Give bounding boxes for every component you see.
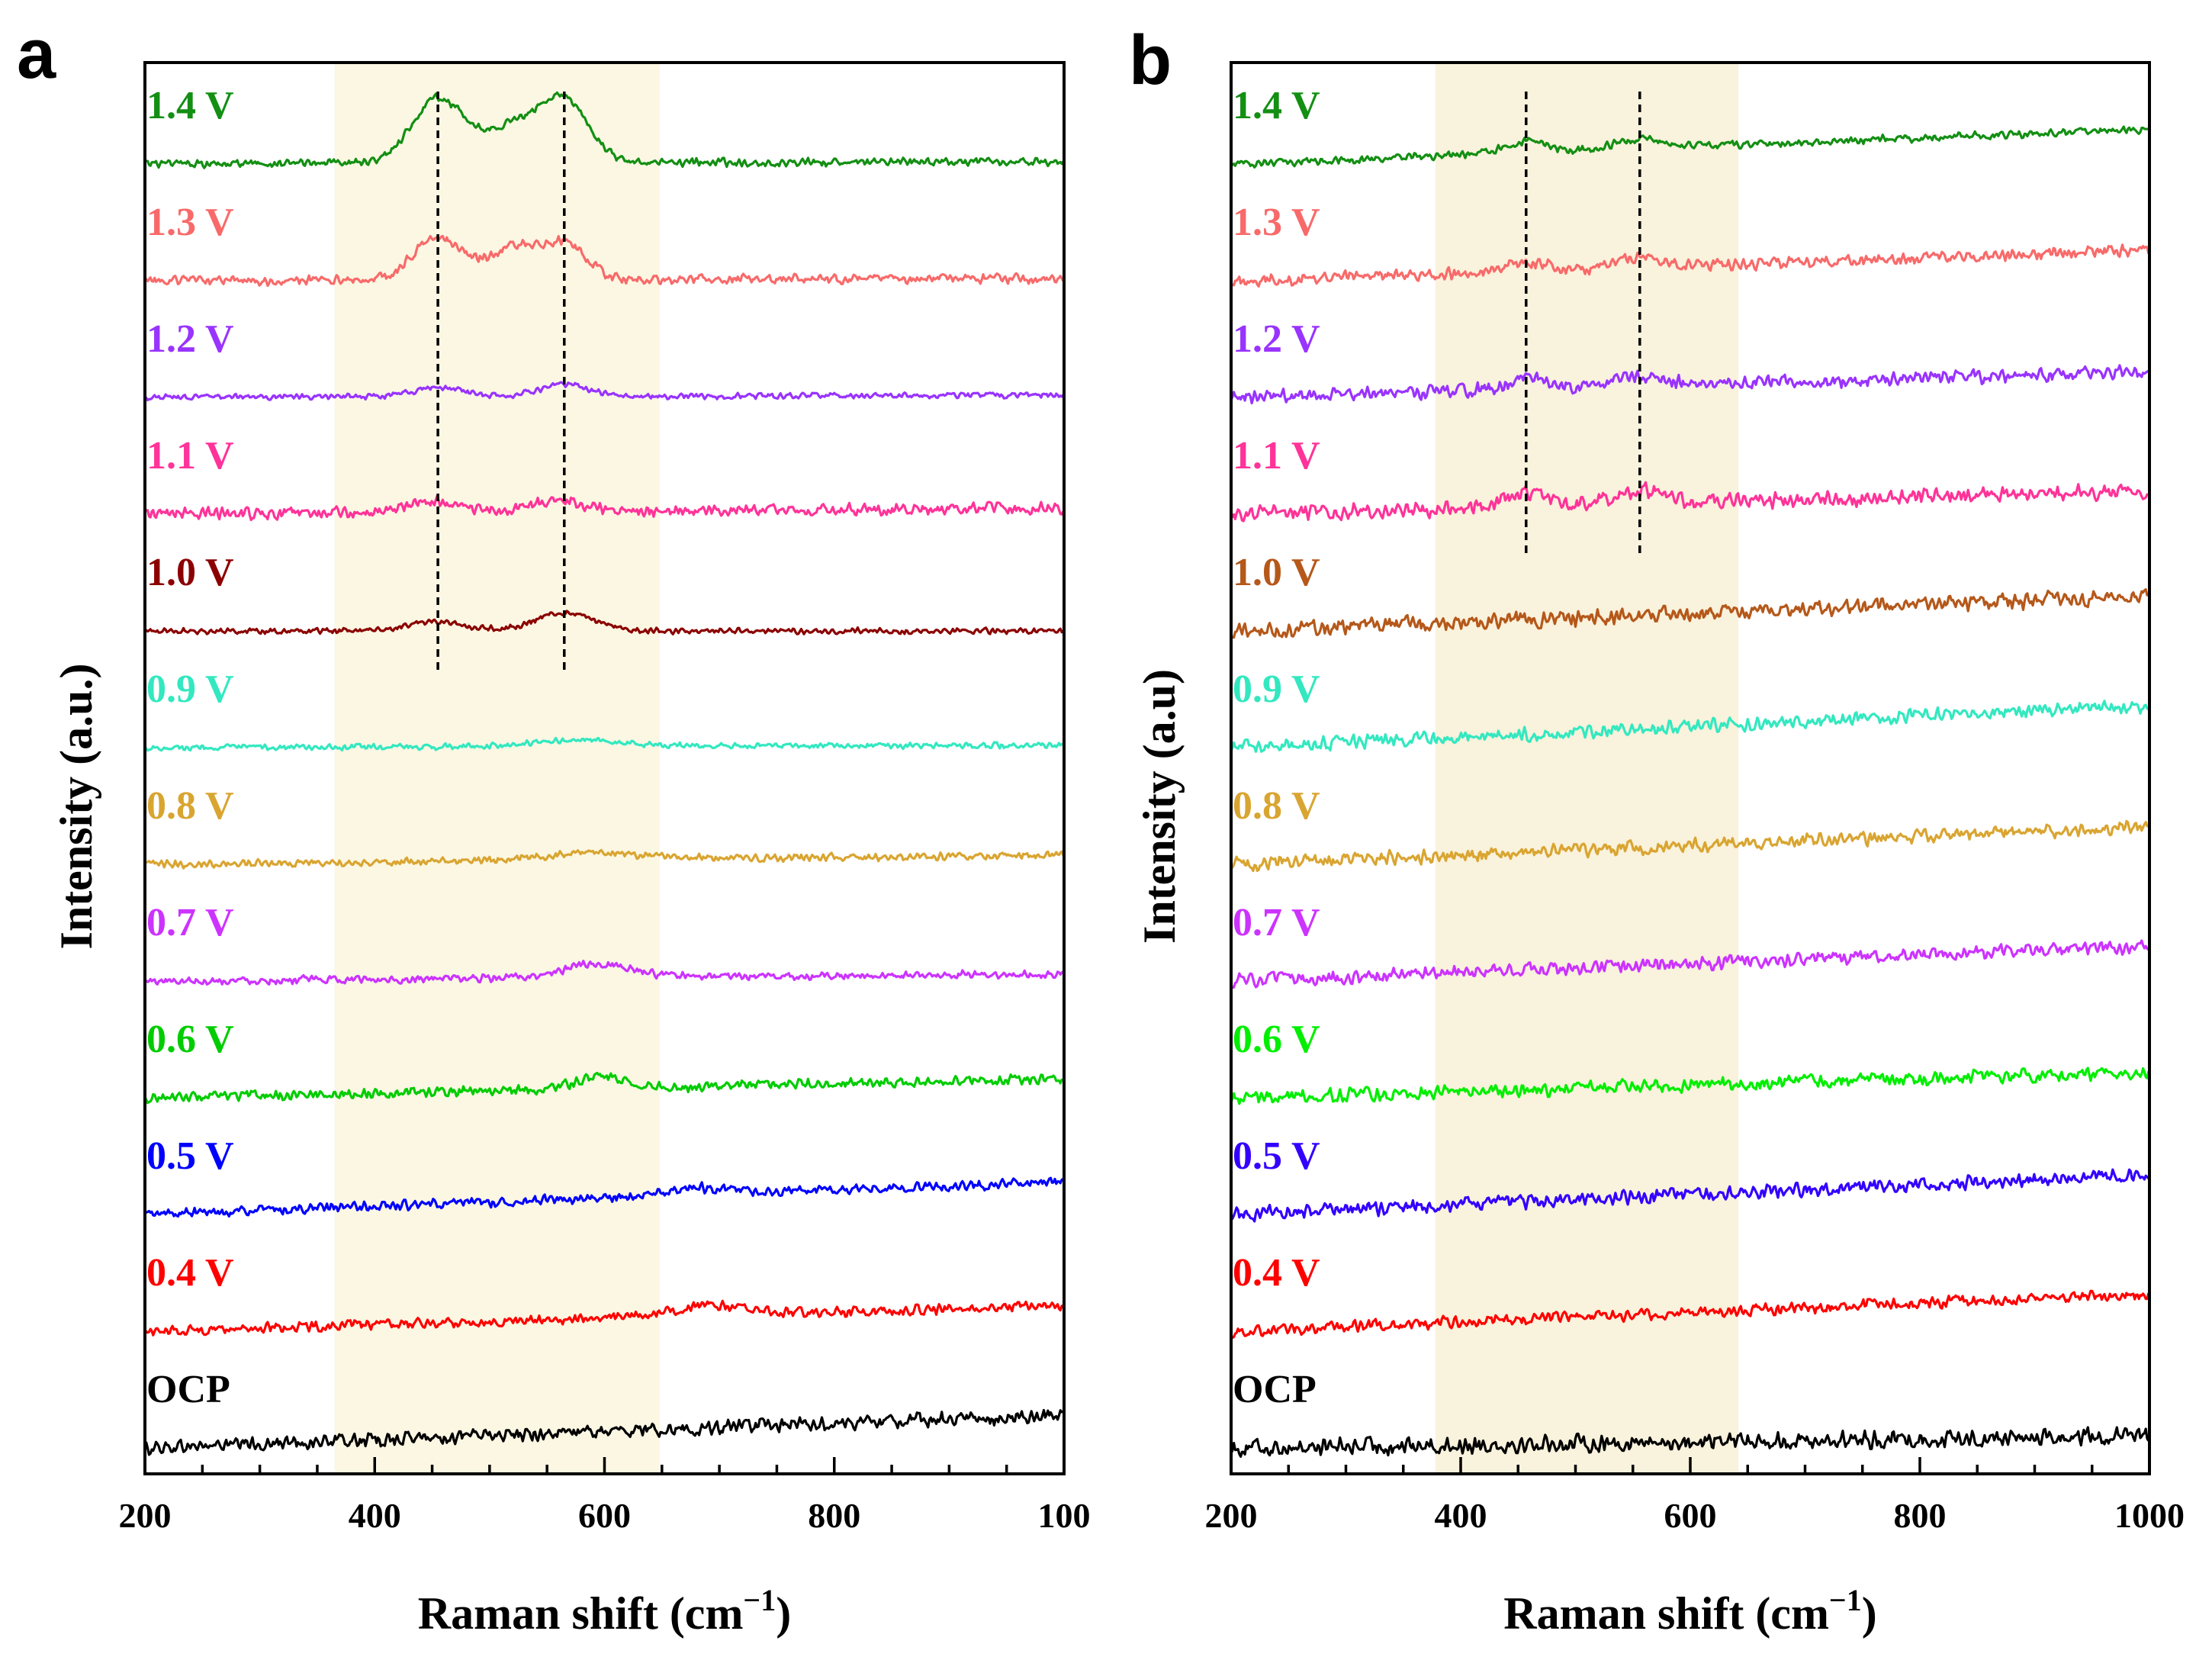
x-tick-label: 200 — [119, 1496, 172, 1535]
x-tick-label: 400 — [349, 1496, 401, 1535]
panel-letter: a — [17, 15, 56, 93]
x-axis-title-close: ) — [776, 1588, 791, 1639]
series-label: 1.0 V — [1233, 551, 1320, 594]
series-line-0.7-v — [1230, 939, 2149, 989]
series-line-0.7-v — [144, 960, 1064, 986]
x-tick-label: 600 — [1664, 1496, 1717, 1535]
series-line-0.5-v — [1230, 1168, 2149, 1223]
series-label: 1.4 V — [1233, 84, 1320, 127]
series-label: 0.5 V — [1233, 1134, 1320, 1178]
series-line-ocp — [143, 1408, 1064, 1456]
series-line-1.2-v — [1230, 364, 2149, 405]
x-axis-title-main: Raman shift (cm — [418, 1588, 744, 1639]
series-label: 1.0 V — [146, 551, 234, 594]
x-tick-label: 100 — [1038, 1496, 1091, 1535]
series-line-1.4-v — [143, 91, 1065, 169]
series-line-0.4-v — [143, 1299, 1063, 1337]
series-line-1.1-v — [1230, 481, 2149, 523]
series-label: 1.1 V — [1233, 434, 1320, 478]
series-label: 0.4 V — [1233, 1251, 1320, 1295]
series-line-1.2-v — [143, 381, 1065, 402]
series-label: 0.8 V — [146, 784, 234, 828]
x-axis-title-superscript: −1 — [743, 1583, 776, 1617]
series-line-0.4-v — [1230, 1289, 2150, 1340]
series-line-1.0-v — [144, 610, 1065, 635]
y-axis-title: Intensity (a.u) — [1134, 669, 1185, 944]
x-axis-title-close: ) — [1862, 1588, 1877, 1639]
x-tick-label: 600 — [578, 1496, 631, 1535]
x-axis-title: Raman shift (cm−1) — [1503, 1583, 1876, 1639]
series-label: 1.2 V — [1233, 317, 1320, 361]
highlight-band — [334, 63, 660, 1474]
series-label: 0.8 V — [1233, 784, 1320, 828]
x-tick-label: 400 — [1435, 1496, 1487, 1535]
panel-a: OCP 0.4 V 0.5 V 0.6 V 0.7 V 0.8 V 0.9 V 1.0 V 1.… — [17, 15, 1091, 1639]
x-tick-label: 800 — [1894, 1496, 1947, 1535]
series-line-0.5-v — [143, 1176, 1064, 1218]
series-line-1.3-v — [1230, 243, 2150, 288]
series-label: 0.4 V — [146, 1251, 234, 1295]
series-label: 0.9 V — [146, 668, 234, 711]
x-axis-title: Raman shift (cm−1) — [418, 1583, 791, 1639]
x-tick-label: 800 — [808, 1496, 860, 1535]
series-line-0.6-v — [1230, 1066, 2150, 1105]
series-label: 1.3 V — [146, 201, 234, 244]
series-line-ocp — [1230, 1426, 2150, 1458]
series-label: 0.6 V — [1233, 1018, 1320, 1061]
series-label: 0.5 V — [146, 1134, 234, 1178]
series-label: OCP — [146, 1368, 230, 1411]
series-label: 0.9 V — [1233, 668, 1320, 711]
series-label: 0.7 V — [1233, 901, 1320, 944]
series-line-1.4-v — [1230, 125, 2149, 169]
y-axis-title: Intensity (a.u.) — [51, 663, 101, 949]
series-label: OCP — [1233, 1368, 1317, 1411]
series-label: 1.3 V — [1233, 201, 1320, 244]
series-line-0.8-v — [143, 848, 1065, 870]
series-line-0.9-v — [1230, 700, 2149, 753]
x-tick-label: 200 — [1205, 1496, 1258, 1535]
series-label: 0.6 V — [146, 1018, 234, 1061]
series-label: 1.4 V — [146, 84, 234, 127]
x-tick-label: 1000 — [2114, 1496, 2185, 1535]
series-line-0.8-v — [1230, 819, 2149, 873]
series-line-1.1-v — [143, 494, 1065, 522]
series-line-1.0-v — [1230, 588, 2149, 639]
series-line-1.3-v — [144, 234, 1065, 288]
panel-b: OCP 0.4 V 0.5 V 0.6 V 0.7 V 0.8 V 0.9 V 1.0 V 1.… — [1129, 21, 2185, 1639]
highlight-band — [1435, 63, 1739, 1474]
panel-letter: b — [1129, 21, 1172, 99]
series-label: 0.7 V — [146, 901, 234, 944]
series-label: 1.1 V — [146, 434, 234, 478]
x-axis-title-superscript: −1 — [1829, 1583, 1862, 1617]
series-line-0.6-v — [143, 1071, 1064, 1105]
x-axis-title-main: Raman shift (cm — [1503, 1588, 1829, 1639]
series-label: 1.2 V — [146, 317, 234, 361]
series-line-0.9-v — [143, 736, 1064, 752]
